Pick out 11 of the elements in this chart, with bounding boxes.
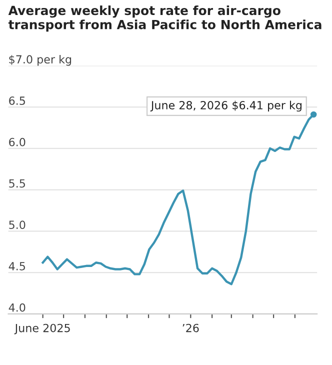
x-tick-label: June 2025 bbox=[14, 324, 70, 334]
annotation: June 28, 2026 $6.41 per kg bbox=[150, 100, 302, 112]
chart-title: Average weekly spot rate for air-cargo transport from Asia Pacific to North America bbox=[8, 5, 322, 32]
x-tick-label: ’26 bbox=[182, 324, 199, 332]
y-tick-label: 5.0 bbox=[9, 220, 26, 230]
y-tick-label: $7.0 per kg bbox=[9, 54, 72, 66]
y-tick-label: 5.5 bbox=[9, 179, 25, 188]
y-tick-label: 4.5 bbox=[8, 262, 25, 270]
y-tick-label: 6.5 bbox=[9, 96, 25, 105]
y-tick-label: 4.0 bbox=[8, 303, 26, 312]
y-tick-label: 6.0 bbox=[9, 138, 26, 146]
